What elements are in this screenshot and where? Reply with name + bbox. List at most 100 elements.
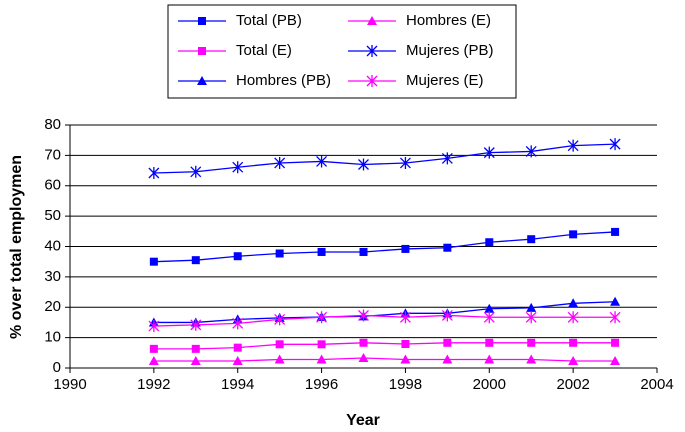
marker — [441, 152, 453, 165]
series-line — [153, 301, 616, 324]
marker-shape — [148, 166, 160, 179]
marker — [525, 145, 537, 158]
marker-shape — [232, 317, 244, 330]
marker-shape — [569, 338, 578, 347]
y-tick-label: 20 — [44, 298, 61, 315]
marker-shape — [358, 352, 369, 362]
marker-shape — [567, 139, 579, 152]
marker — [148, 356, 159, 366]
y-tick-label: 40 — [44, 237, 61, 254]
marker — [485, 338, 494, 347]
series-line — [153, 143, 616, 174]
marker — [359, 338, 368, 347]
marker — [274, 156, 286, 169]
marker-shape — [525, 311, 537, 324]
x-tick-label: 1994 — [221, 376, 254, 393]
marker-shape — [485, 338, 494, 347]
marker — [198, 47, 206, 55]
marker — [527, 338, 536, 347]
marker — [274, 354, 285, 364]
marker — [317, 247, 326, 256]
marker-shape — [367, 16, 377, 25]
marker-shape — [148, 320, 160, 333]
marker-shape — [526, 302, 537, 312]
marker — [148, 320, 160, 333]
marker — [274, 313, 286, 326]
marker — [191, 256, 200, 265]
marker — [317, 340, 326, 349]
marker — [358, 158, 369, 171]
marker — [485, 238, 494, 247]
marker — [610, 356, 621, 366]
marker-shape — [316, 311, 328, 324]
y-tick-label: 50 — [44, 207, 61, 224]
marker — [527, 235, 536, 244]
marker-shape — [609, 311, 621, 324]
x-tick-label: 1992 — [137, 376, 170, 393]
marker-shape — [484, 303, 495, 313]
x-tick-label: 1996 — [305, 376, 338, 393]
x-tick-label: 1990 — [53, 376, 86, 393]
marker — [567, 311, 579, 324]
marker — [316, 155, 328, 168]
marker-shape — [443, 338, 452, 347]
marker-shape — [232, 356, 243, 366]
marker-shape — [569, 230, 578, 239]
marker-shape — [442, 354, 453, 364]
marker — [190, 356, 201, 366]
marker — [358, 309, 369, 322]
marker — [610, 296, 621, 306]
x-axis-title: Year — [346, 412, 380, 429]
x-tick-label: 2004 — [640, 376, 673, 393]
marker — [483, 146, 495, 159]
marker-shape — [359, 247, 368, 256]
marker — [609, 311, 621, 324]
marker-shape — [610, 296, 621, 306]
marker — [367, 16, 377, 25]
marker-shape — [610, 356, 621, 366]
y-tick-label: 60 — [44, 177, 61, 194]
marker-shape — [197, 76, 207, 85]
marker-shape — [275, 340, 284, 349]
marker — [484, 354, 495, 364]
marker-shape — [484, 354, 495, 364]
marker — [401, 244, 410, 253]
y-tick-label: 80 — [44, 116, 61, 133]
marker — [275, 249, 284, 258]
y-tick-label: 0 — [53, 359, 61, 376]
marker-shape — [233, 343, 242, 352]
marker — [483, 311, 495, 324]
marker — [611, 227, 620, 236]
y-tick-label: 10 — [44, 329, 61, 346]
legend-label: Hombres (E) — [406, 12, 491, 29]
marker-shape — [527, 235, 536, 244]
marker — [366, 45, 378, 57]
marker — [400, 354, 411, 364]
marker — [316, 354, 327, 364]
marker — [484, 303, 495, 313]
marker-shape — [358, 158, 369, 171]
marker — [358, 352, 369, 362]
marker — [443, 338, 452, 347]
legend-label: Mujeres (E) — [406, 72, 484, 89]
marker-shape — [358, 309, 369, 322]
marker — [526, 354, 537, 364]
marker — [441, 309, 453, 322]
marker-shape — [191, 256, 200, 265]
marker — [366, 75, 378, 87]
marker — [316, 311, 328, 324]
x-tick-label: 2002 — [556, 376, 589, 393]
marker-shape — [317, 340, 326, 349]
marker — [233, 252, 242, 261]
marker-shape — [525, 145, 537, 158]
legend-label: Total (E) — [236, 42, 292, 59]
marker-shape — [441, 152, 453, 165]
marker-shape — [400, 354, 411, 364]
marker — [611, 338, 620, 347]
marker — [399, 156, 411, 169]
marker — [149, 257, 158, 266]
series-line — [153, 357, 616, 362]
marker — [568, 298, 579, 308]
marker-shape — [611, 338, 620, 347]
